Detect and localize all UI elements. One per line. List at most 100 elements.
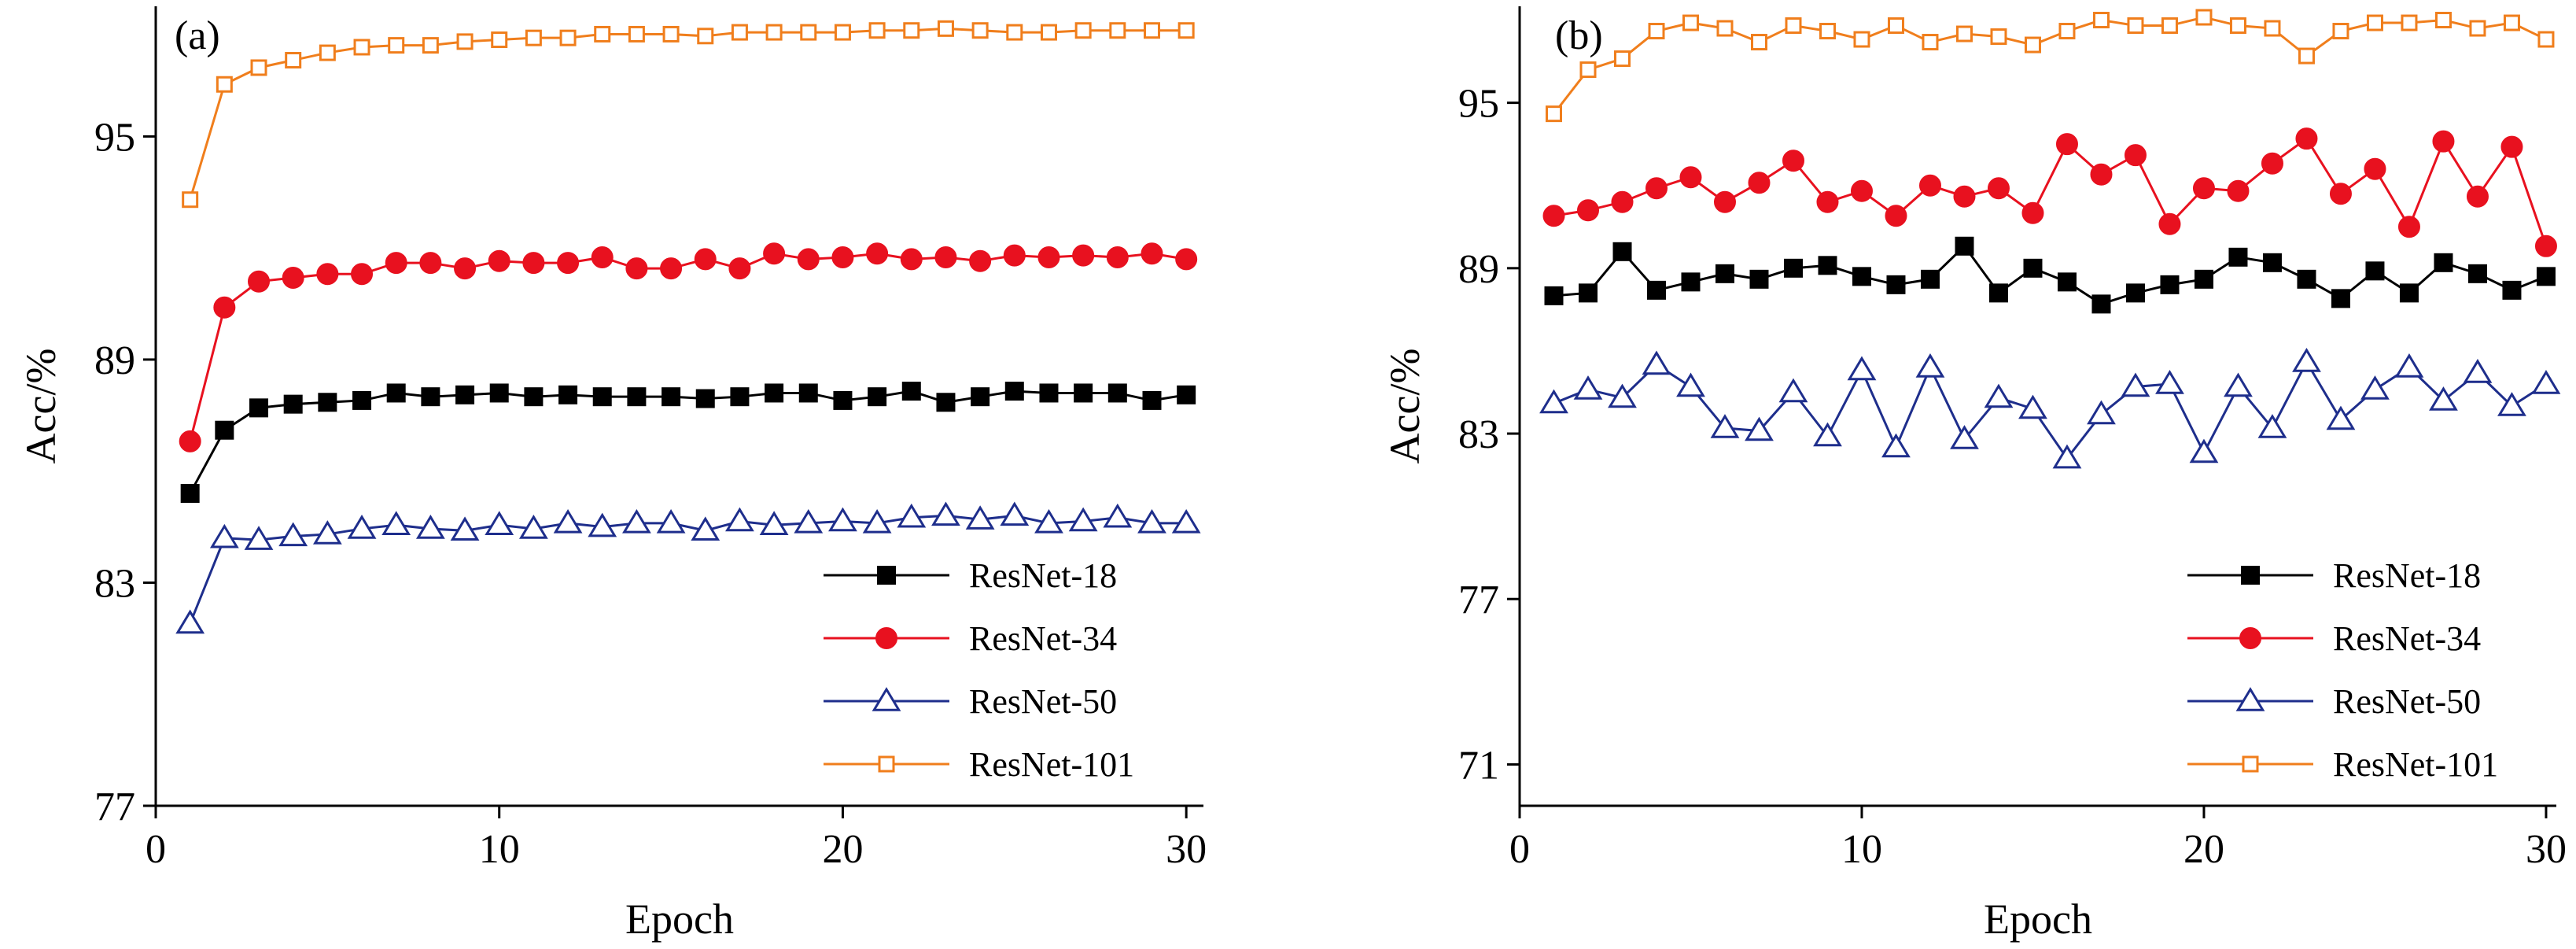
data-point <box>763 242 786 265</box>
data-point <box>660 257 683 280</box>
data-point <box>936 393 956 412</box>
data-point <box>2534 234 2557 257</box>
data-point <box>2401 14 2418 31</box>
data-point <box>2091 294 2111 314</box>
data-point <box>765 24 783 41</box>
series-line <box>1553 244 2547 306</box>
data-point <box>2192 177 2215 200</box>
data-point <box>558 385 578 404</box>
data-point <box>319 44 336 61</box>
data-point <box>1813 422 1842 447</box>
data-point <box>1676 372 1705 397</box>
data-point <box>2469 20 2486 37</box>
legend: ResNet-18 ResNet-34 ResNet-50 ResNet-101 <box>824 556 1134 784</box>
series-line <box>189 390 1187 494</box>
data-point <box>2021 201 2044 224</box>
data-point <box>2297 269 2316 289</box>
data-point <box>1137 508 1166 534</box>
legend-marker <box>872 687 901 711</box>
series-resnet-50 <box>175 501 1201 634</box>
data-point <box>249 398 269 418</box>
data-point <box>381 511 411 535</box>
data-point <box>1716 20 1734 37</box>
data-point <box>622 508 651 534</box>
data-point <box>2365 261 2385 281</box>
data-point <box>2261 152 2283 175</box>
data-point <box>1922 34 1939 51</box>
data-point <box>1955 236 1974 256</box>
data-point <box>901 382 921 401</box>
data-point <box>213 296 236 319</box>
data-point <box>1715 264 1734 283</box>
data-point <box>1950 425 1979 449</box>
data-point <box>1006 24 1023 41</box>
data-point <box>1037 246 1060 268</box>
data-point <box>283 394 303 414</box>
data-point <box>1109 22 1126 39</box>
data-point <box>2332 23 2349 40</box>
series-line <box>1553 16 2547 115</box>
data-point <box>2432 130 2455 153</box>
data-point <box>2194 269 2213 289</box>
data-point <box>1646 280 1666 300</box>
data-point <box>797 248 820 271</box>
data-point <box>868 387 887 407</box>
data-point <box>316 263 339 286</box>
data-point <box>353 39 370 56</box>
data-point <box>1648 23 1665 40</box>
data-point <box>971 387 990 407</box>
data-point <box>491 31 508 49</box>
x-tick-label: 10 <box>1841 827 1882 872</box>
data-point <box>179 430 201 452</box>
data-point <box>419 252 442 275</box>
legend-marker <box>878 755 895 773</box>
data-point <box>868 22 886 39</box>
data-point <box>1143 22 1160 39</box>
y-axis-title: Acc/% <box>17 349 64 464</box>
data-point <box>2503 14 2520 31</box>
data-point <box>1177 22 1195 39</box>
data-point <box>352 390 372 410</box>
data-point <box>2087 400 2116 425</box>
data-point <box>1745 416 1774 441</box>
data-point <box>485 511 514 535</box>
legend-marker <box>877 566 896 585</box>
data-point <box>2292 348 2321 372</box>
data-point <box>731 24 748 41</box>
data-point <box>725 507 754 532</box>
data-point <box>1039 383 1059 403</box>
data-point <box>1886 275 1906 294</box>
y-tick-label: 83 <box>1458 412 1499 457</box>
data-point <box>1542 205 1565 227</box>
data-point <box>2058 23 2076 40</box>
data-point <box>628 25 645 42</box>
data-point <box>937 20 954 37</box>
x-tick-label: 10 <box>479 827 520 872</box>
data-point <box>450 516 480 541</box>
data-point <box>1713 190 1736 213</box>
data-point <box>2397 216 2420 238</box>
data-point <box>1579 61 1597 79</box>
panel-label: (a) <box>175 13 220 58</box>
data-point <box>2229 17 2246 35</box>
data-point <box>1955 25 1973 42</box>
y-tick-label: 89 <box>1458 247 1499 292</box>
x-tick-label: 0 <box>146 827 166 872</box>
data-point <box>1034 508 1063 534</box>
legend-marker <box>2239 627 2261 649</box>
data-point <box>833 390 853 410</box>
data-point <box>1103 503 1133 528</box>
data-point <box>1679 166 1702 189</box>
data-point <box>2502 280 2522 300</box>
series-resnet-101 <box>1545 9 2555 123</box>
data-point <box>2228 247 2248 267</box>
data-point <box>2161 17 2178 35</box>
data-point <box>903 22 920 39</box>
data-point <box>559 29 577 46</box>
data-point <box>662 25 680 42</box>
y-tick-label: 95 <box>1458 82 1499 127</box>
series-resnet-34 <box>1542 127 2557 257</box>
data-point <box>1819 23 1836 40</box>
data-point <box>2429 386 2458 411</box>
x-tick-label: 0 <box>1509 827 1530 872</box>
